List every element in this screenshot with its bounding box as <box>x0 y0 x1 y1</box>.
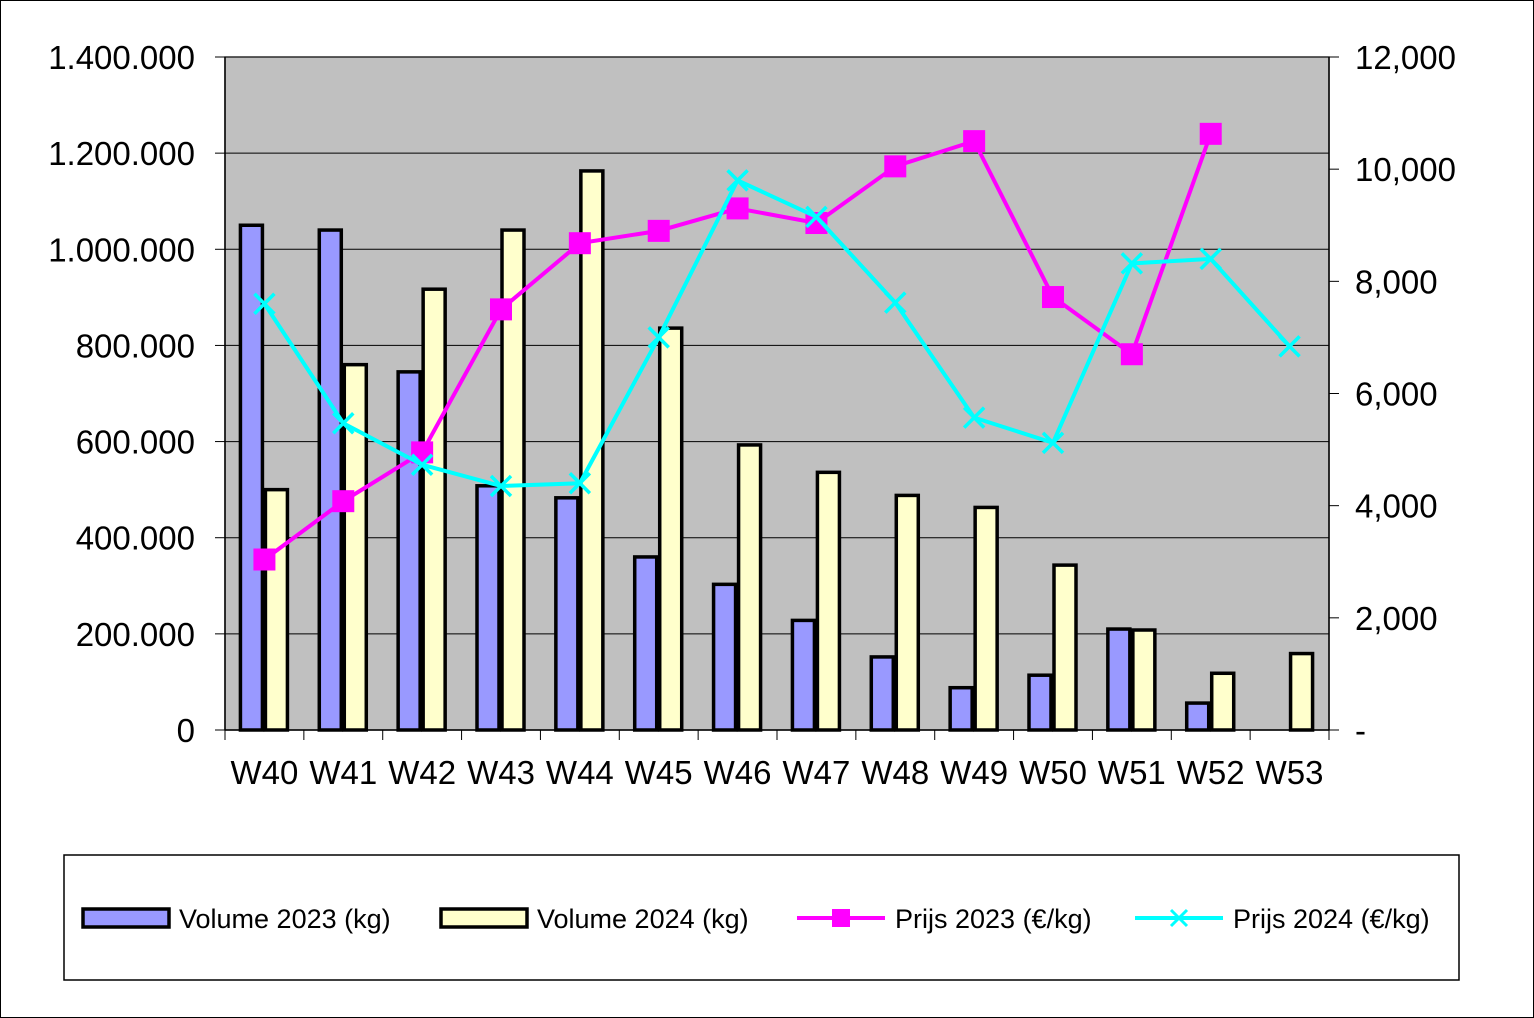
bar-volume-2024 <box>657 326 684 732</box>
bar-volume-2024 <box>1131 628 1157 732</box>
price-lines <box>253 122 1301 571</box>
x-tick-label: W40 <box>230 754 298 791</box>
bar-volume-2024 <box>421 287 447 732</box>
marker-prijs-2023 <box>1120 343 1143 366</box>
left-tick-label: 1.000.000 <box>48 231 195 268</box>
left-tick-label: 1.200.000 <box>48 135 195 172</box>
marker-prijs-2024 <box>1199 247 1222 271</box>
legend: Volume 2023 (kg) Volume 2024 (kg) Prijs 20… <box>63 854 1460 981</box>
bar-volume-2024 <box>973 505 999 732</box>
x-tick-label: W51 <box>1098 754 1166 791</box>
right-tick-label: 12,000 <box>1355 39 1456 76</box>
marker-prijs-2024 <box>1041 431 1065 455</box>
legend-marker-prijs-2024 <box>1169 908 1189 928</box>
x-tick-label: W50 <box>1019 754 1087 791</box>
legend-label-prijs-2023: Prijs 2023 (€/kg) <box>895 904 1092 934</box>
marker-prijs-2024 <box>568 471 592 495</box>
marker-prijs-2024 <box>253 292 276 316</box>
right-tick-label: 2,000 <box>1355 600 1438 637</box>
bar-volume-2023 <box>790 618 817 732</box>
legend-swatch-volume-2024 <box>439 907 529 929</box>
right-tick-label: 8,000 <box>1355 263 1438 300</box>
plot-area <box>224 56 1330 731</box>
x-tick-label: W46 <box>704 754 772 791</box>
bar-volume-2023 <box>554 496 580 732</box>
marker-prijs-2023 <box>963 130 986 153</box>
x-tick-label: W49 <box>940 754 1008 791</box>
left-tick-label: 200.000 <box>76 616 195 653</box>
bar-volume-2024 <box>736 443 763 732</box>
bar-volume-2023 <box>869 655 896 732</box>
marker-prijs-2023 <box>253 548 276 571</box>
bar-volume-2023 <box>948 685 974 732</box>
line-prijs-2024 <box>262 177 1292 489</box>
bar-volume-2023 <box>1027 673 1053 732</box>
bar-volume-2024 <box>894 493 921 732</box>
bar-volume-2023 <box>1106 627 1132 732</box>
left-tick-label: 0 <box>177 712 195 749</box>
marker-prijs-2024 <box>726 169 749 192</box>
x-tick-label: W41 <box>309 754 377 791</box>
marker-prijs-2024 <box>489 474 513 498</box>
right-tick-label: 10,000 <box>1355 151 1456 188</box>
x-tick-label: W44 <box>546 754 614 791</box>
right-tick-label: - <box>1355 712 1366 749</box>
legend-label-prijs-2024: Prijs 2024 (€/kg) <box>1233 904 1430 934</box>
marker-prijs-2024 <box>647 326 670 349</box>
bar-volume-2023 <box>317 228 344 732</box>
marker-prijs-2023 <box>568 232 591 255</box>
legend-box <box>63 854 1460 981</box>
bar-volume-2023 <box>396 370 422 732</box>
bar-volume-2024 <box>815 470 842 732</box>
marker-prijs-2023 <box>332 490 355 513</box>
bar-volume-2023 <box>632 555 659 732</box>
bar-volume-2024 <box>1288 651 1315 732</box>
legend-marker-prijs-2023 <box>832 909 850 927</box>
marker-prijs-2024 <box>410 453 434 476</box>
legend-label-volume-2024: Volume 2024 (kg) <box>537 904 749 934</box>
bars <box>238 169 1315 732</box>
x-tick-label: W43 <box>467 754 535 791</box>
marker-prijs-2024 <box>884 291 907 314</box>
marker-prijs-2023 <box>1199 122 1222 145</box>
bar-volume-2023 <box>475 484 501 732</box>
marker-prijs-2023 <box>1042 286 1064 309</box>
left-tick-label: 600.000 <box>76 424 195 461</box>
legend-label-volume-2023: Volume 2023 (kg) <box>179 904 391 934</box>
marker-prijs-2024 <box>1278 335 1301 358</box>
bar-volume-2023 <box>711 582 738 732</box>
marker-prijs-2024 <box>332 411 355 435</box>
marker-prijs-2024 <box>962 406 986 429</box>
axes: 0 200.000 400.000 600.000 800.000 1.000.000 1.… <box>48 39 1456 791</box>
marker-prijs-2023 <box>647 219 670 242</box>
right-tick-label: 4,000 <box>1355 488 1438 525</box>
left-tick-label: 400.000 <box>76 520 195 557</box>
right-tick-label: 6,000 <box>1355 376 1438 413</box>
bar-volume-2023 <box>238 223 265 732</box>
marker-prijs-2023 <box>884 155 907 178</box>
marker-prijs-2023 <box>490 298 512 321</box>
bar-volume-2024 <box>1209 671 1236 732</box>
bar-volume-2024 <box>263 487 290 732</box>
left-tick-label: 1.400.000 <box>48 39 195 76</box>
x-tick-label: W52 <box>1177 754 1245 791</box>
bar-volume-2024 <box>1052 563 1078 732</box>
marker-prijs-2023 <box>726 197 749 220</box>
marker-prijs-2023 <box>805 212 828 235</box>
marker-prijs-2024 <box>1120 252 1144 275</box>
x-tick-label: W47 <box>782 754 850 791</box>
x-tick-label: W48 <box>861 754 929 791</box>
x-tick-label: W45 <box>625 754 693 791</box>
bar-volume-2023 <box>1184 701 1211 732</box>
legend-swatch-volume-2023 <box>81 907 171 929</box>
x-tick-label: W42 <box>388 754 456 791</box>
x-tick-label: W53 <box>1256 754 1324 791</box>
marker-prijs-2024 <box>805 205 828 229</box>
left-tick-label: 800.000 <box>76 327 195 364</box>
